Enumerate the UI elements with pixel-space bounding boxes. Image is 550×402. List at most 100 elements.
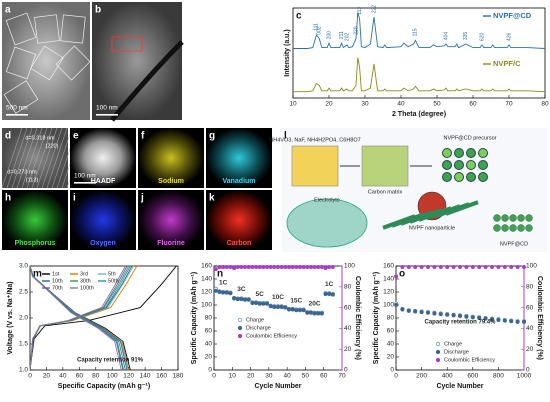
y-tick-label: 120 xyxy=(383,289,394,296)
peak-label: 115 xyxy=(413,28,419,36)
x-tick-label: 1000 xyxy=(517,373,532,380)
y2-tick-label: 60 xyxy=(526,304,534,311)
y-tick-label: 1.0 xyxy=(19,367,28,374)
legend-label: Discharge xyxy=(246,325,271,331)
plot-frame xyxy=(213,265,343,371)
scale-bar xyxy=(96,114,118,116)
data-point xyxy=(228,265,233,270)
series-line xyxy=(293,57,546,93)
panel-letter: g xyxy=(209,131,215,142)
data-point xyxy=(515,265,520,270)
scale-bar xyxy=(74,182,96,184)
data-point xyxy=(232,266,237,271)
y-tick-label: 80 xyxy=(387,315,395,322)
data-point xyxy=(294,265,299,270)
lattice-fringe xyxy=(21,127,43,189)
legend-label: 3rd xyxy=(80,271,88,277)
data-point xyxy=(509,319,514,324)
data-point xyxy=(489,265,494,270)
schematic-label: NVPF@CD precursor xyxy=(444,135,497,141)
data-point xyxy=(330,265,335,270)
scale-bar xyxy=(6,114,28,116)
data-point xyxy=(312,265,317,270)
lattice-label: d=0.273 nm xyxy=(7,169,37,175)
element-label: Sodium xyxy=(158,178,184,185)
data-point xyxy=(457,314,462,319)
data-point xyxy=(312,311,317,316)
nanoparticle xyxy=(454,160,464,170)
rate-label: 5C xyxy=(256,291,265,298)
panel-letter: i xyxy=(73,193,76,204)
y-tick-label: 60 xyxy=(387,328,395,335)
lattice-fringe xyxy=(36,127,58,189)
data-point xyxy=(257,301,262,306)
data-point xyxy=(413,265,418,270)
micrograph xyxy=(138,190,204,250)
data-point xyxy=(275,304,280,309)
element-label: HAADF xyxy=(91,178,116,185)
data-point xyxy=(509,265,514,270)
y2-tick-label: 100 xyxy=(344,263,355,270)
data-point xyxy=(400,265,405,270)
y-tick-label: 60 xyxy=(205,328,213,335)
y2-tick-label: 100 xyxy=(526,263,537,270)
y-tick-label: 0 xyxy=(208,367,212,374)
nanoparticle xyxy=(478,148,488,158)
x-tick-label: 120 xyxy=(123,373,134,380)
data-point xyxy=(438,312,443,317)
y-axis-label: Specific Capacity (mAh g⁻¹) xyxy=(373,272,380,364)
data-point xyxy=(477,315,482,320)
micrograph xyxy=(92,2,182,120)
micrograph xyxy=(206,190,272,250)
legend-swatch xyxy=(435,341,441,347)
data-point xyxy=(257,265,262,270)
data-point xyxy=(228,291,233,296)
data-point xyxy=(217,265,222,270)
panel-letter: e xyxy=(73,131,79,142)
y-tick-label: 100 xyxy=(201,302,212,309)
data-point xyxy=(316,311,321,316)
legend-swatch xyxy=(435,349,441,355)
data-point xyxy=(294,308,299,313)
crystal-facet xyxy=(60,14,86,44)
micrograph xyxy=(206,128,272,188)
legend-label: Coulombic Efficiency xyxy=(246,333,297,339)
plot-frame xyxy=(292,7,546,99)
x-axis-label: Cycle Number xyxy=(254,383,301,390)
x-tick-label: 30 xyxy=(265,373,273,380)
data-point xyxy=(319,265,324,270)
x-tick-label: 20 xyxy=(247,373,255,380)
schematic-label: Electrolyte xyxy=(314,197,340,203)
rate-label: 15C xyxy=(290,297,302,304)
element-label: Oxygen xyxy=(90,240,116,247)
y-tick-label: 160 xyxy=(383,263,394,270)
y-axis-label: Voltage (V vs. Na⁺/Na) xyxy=(7,281,14,354)
crystal-facet xyxy=(30,45,64,81)
panel-letter: m xyxy=(33,269,42,280)
schematic-label: NH4VO3, NaF, NH4H2PO4, C6H8O7 xyxy=(269,137,360,143)
crystal-facet xyxy=(34,14,60,44)
x-tick-label: 60 xyxy=(76,373,84,380)
panel-letter: b xyxy=(95,5,101,16)
nanoparticle xyxy=(509,224,517,232)
data-point xyxy=(283,265,288,270)
schematic-label: NVPF nanoparticle xyxy=(409,225,455,231)
panel-letter: o xyxy=(399,269,405,280)
legend-label: Discharge xyxy=(444,349,469,355)
y-tick-label: 160 xyxy=(201,263,212,270)
data-point xyxy=(496,265,501,270)
x-tick-label: 180 xyxy=(173,373,184,380)
scale-bar-label: 500 nm xyxy=(6,105,28,112)
data-point xyxy=(301,265,306,270)
x-tick-label: 20 xyxy=(43,373,51,380)
data-point xyxy=(464,265,469,270)
y2-axis-label: Coulombic Efficiency (%) xyxy=(536,276,543,360)
nanoparticle xyxy=(493,214,501,222)
lattice-fringe xyxy=(1,127,23,189)
micrograph xyxy=(2,190,68,250)
data-point xyxy=(327,291,332,296)
data-point xyxy=(301,308,306,313)
crystal-facet xyxy=(3,80,39,114)
nanoparticle xyxy=(517,224,525,232)
